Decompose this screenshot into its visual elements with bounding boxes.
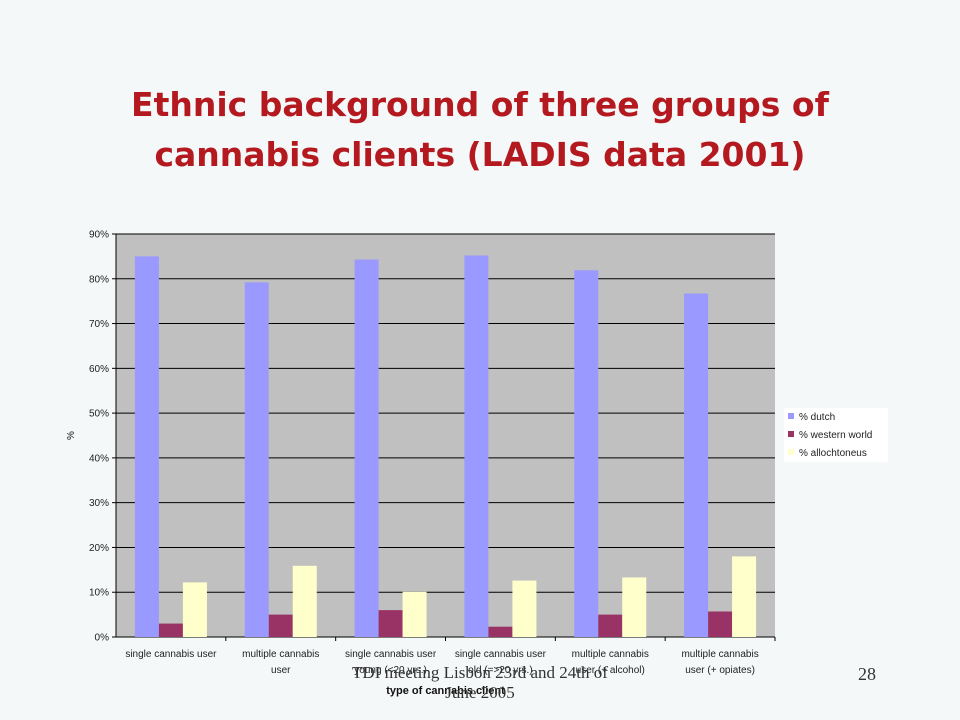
x-tick-label: old (=>20 yrs.) (468, 665, 532, 676)
y-axis-title: % (66, 431, 77, 440)
x-tick-label: young (<20 yrs.) (354, 665, 427, 676)
bar (268, 614, 293, 637)
x-tick-label: multiple cannabis (681, 649, 758, 660)
legend-label-western-world: % western world (799, 430, 873, 441)
legend-label-allochtoneus: % allochtoneus (799, 448, 867, 459)
y-tick-label: 20% (89, 543, 109, 554)
bar (488, 626, 513, 637)
x-tick-label: single cannabis user (455, 649, 547, 660)
x-axis-title: type of cannabis client (386, 685, 505, 697)
bar (244, 282, 269, 637)
slide-title-line2: cannabis clients (LADIS data 2001) (154, 135, 806, 174)
legend-label-dutch: % dutch (799, 412, 836, 423)
bar (574, 270, 599, 637)
bar (182, 582, 207, 637)
bar (464, 255, 489, 637)
bar (354, 259, 379, 637)
legend-item-allochtoneus: % allochtoneus (788, 447, 867, 461)
legend-item-western-world: % western world (788, 429, 872, 443)
bar (598, 614, 623, 637)
legend-swatch-allochtoneus (788, 449, 794, 456)
slide-footer: TDI meeting Lisbon 23rd and 24th of June… (330, 663, 630, 703)
bar (378, 610, 403, 637)
legend-swatch-dutch (788, 413, 794, 420)
y-tick-label: 70% (89, 319, 109, 330)
bar (512, 580, 537, 637)
chart-legend: % dutch % western world % allochtoneus (784, 408, 888, 462)
x-tick-label: multiple cannabis (242, 649, 319, 660)
slide-title: Ethnic background of three groups of can… (80, 80, 880, 180)
x-tick-label: multiple cannabis (572, 649, 649, 660)
bar (732, 556, 757, 637)
y-tick-label: 40% (89, 453, 109, 464)
slide-title-line1: Ethnic background of three groups of (131, 85, 829, 124)
footer-line2: June 2005 (445, 683, 515, 702)
bar (402, 591, 427, 637)
x-tick-label: user (271, 665, 291, 676)
y-tick-label: 80% (89, 274, 109, 285)
y-tick-label: 30% (89, 498, 109, 509)
legend-item-dutch: % dutch (788, 411, 835, 425)
y-tick-label: 60% (89, 364, 109, 375)
y-tick-label: 50% (89, 409, 109, 420)
x-tick-label: user (+ alcohol) (576, 665, 645, 676)
bar (292, 565, 317, 637)
bar (622, 577, 647, 637)
bar (134, 256, 159, 637)
bar (708, 611, 733, 637)
y-tick-label: 0% (95, 633, 110, 644)
bar (684, 293, 709, 637)
plot-area (116, 234, 775, 637)
bar (158, 623, 183, 637)
footer-line1: TDI meeting Lisbon 23rd and 24th of (352, 663, 608, 682)
y-tick-label: 90% (89, 230, 109, 241)
x-tick-label: single cannabis user (125, 649, 217, 660)
x-tick-label: user (+ opiates) (685, 665, 755, 676)
page-number: 28 (858, 664, 876, 684)
x-tick-label: single cannabis user (345, 649, 437, 660)
y-tick-label: 10% (89, 588, 109, 599)
legend-swatch-western-world (788, 431, 794, 438)
